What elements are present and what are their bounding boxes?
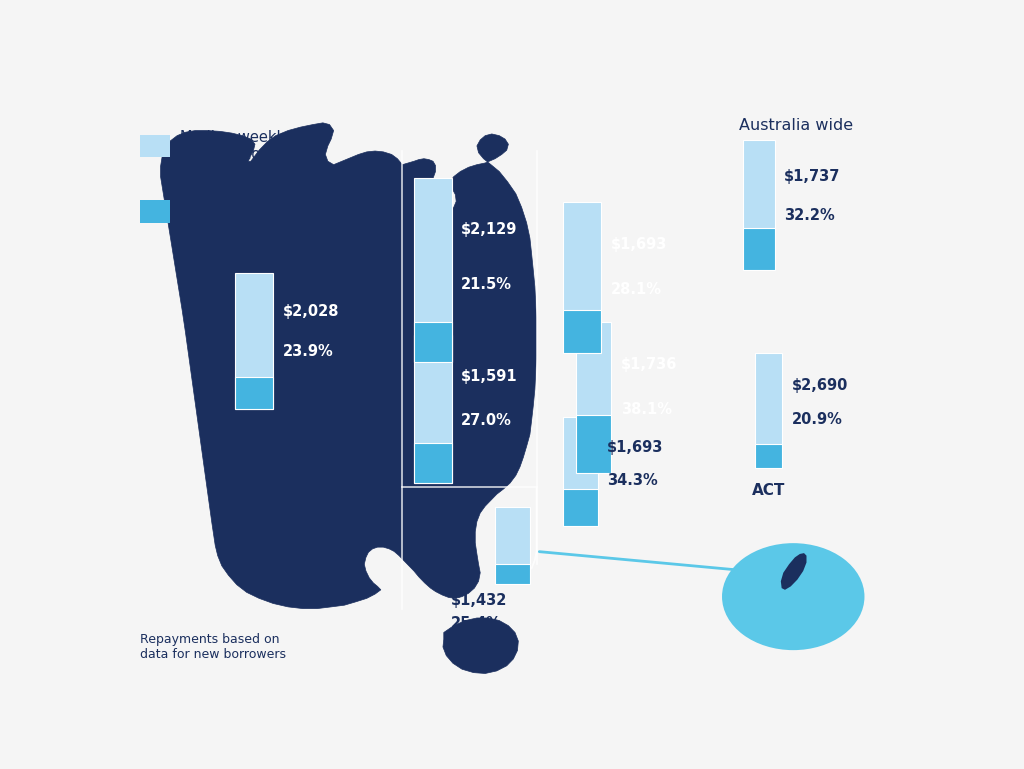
Bar xyxy=(140,135,170,158)
Bar xyxy=(414,443,452,483)
Text: 27.0%: 27.0% xyxy=(461,414,512,428)
Polygon shape xyxy=(443,618,518,674)
Text: Median weekly
family income: Median weekly family income xyxy=(179,130,289,162)
Bar xyxy=(140,200,170,222)
Text: Repayments based on
data for new borrowers: Repayments based on data for new borrowe… xyxy=(140,633,286,661)
Bar xyxy=(495,507,529,584)
Text: $2,129: $2,129 xyxy=(461,222,518,237)
Bar xyxy=(563,311,601,353)
Bar xyxy=(236,377,273,409)
Bar xyxy=(755,444,782,468)
Text: 32.2%: 32.2% xyxy=(784,208,835,223)
Text: 28.1%: 28.1% xyxy=(610,282,662,297)
Bar xyxy=(414,335,452,483)
Bar xyxy=(563,489,598,526)
Text: 23.9%: 23.9% xyxy=(283,345,334,359)
Text: 38.1%: 38.1% xyxy=(621,402,672,417)
Text: $2,028: $2,028 xyxy=(283,304,339,318)
Text: Proportion of
family income
required to
pay loan: Proportion of family income required to … xyxy=(179,177,283,245)
Polygon shape xyxy=(161,123,537,608)
Bar xyxy=(577,322,611,473)
Circle shape xyxy=(723,544,863,649)
Text: $1,737: $1,737 xyxy=(784,168,841,184)
Bar xyxy=(577,415,611,473)
Text: $1,432: $1,432 xyxy=(451,593,507,608)
Bar xyxy=(414,322,452,361)
Polygon shape xyxy=(781,553,807,590)
Bar xyxy=(414,178,452,361)
Text: $1,693: $1,693 xyxy=(610,237,667,251)
Bar xyxy=(743,140,775,270)
Text: $2,690: $2,690 xyxy=(792,378,848,393)
Bar xyxy=(236,273,273,409)
Text: $1,693: $1,693 xyxy=(607,440,664,455)
Text: 20.9%: 20.9% xyxy=(792,412,843,428)
Text: $1,591: $1,591 xyxy=(461,369,518,384)
Text: 21.5%: 21.5% xyxy=(461,277,512,292)
Bar xyxy=(495,564,529,584)
Text: Australia wide: Australia wide xyxy=(739,118,853,132)
Bar xyxy=(563,201,601,353)
Bar xyxy=(563,417,598,526)
Bar xyxy=(755,353,782,468)
Bar xyxy=(743,228,775,270)
Text: $1,736: $1,736 xyxy=(621,357,677,371)
Text: 25.4%: 25.4% xyxy=(451,616,502,631)
Text: 34.3%: 34.3% xyxy=(607,473,658,488)
Text: ACT: ACT xyxy=(752,483,785,498)
